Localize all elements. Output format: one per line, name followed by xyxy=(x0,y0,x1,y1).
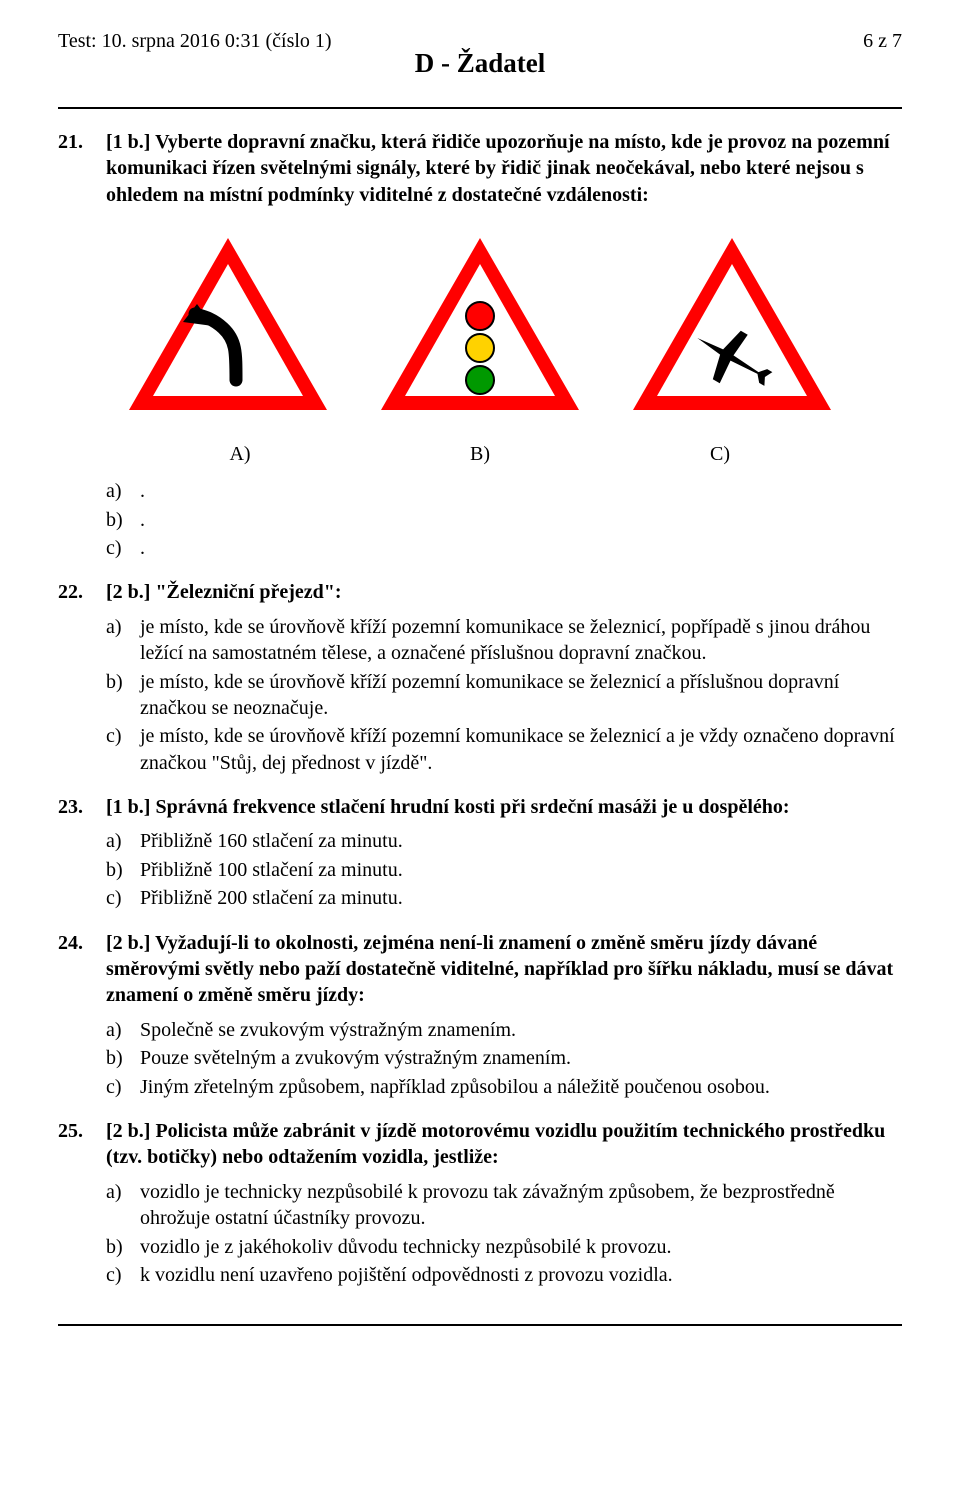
question-body: "Železniční přejezd": xyxy=(155,581,341,603)
answers-21: a) . b) . c) . xyxy=(58,478,902,561)
answer-letter: c) xyxy=(106,535,140,561)
answer-row: a) . xyxy=(106,478,902,504)
answer-row: c) . xyxy=(106,535,902,561)
answer-text: . xyxy=(140,535,902,561)
question-body: Policista může zabránit v jízdě motorové… xyxy=(106,1120,885,1168)
answer-row: c) Přibližně 200 stlačení za minutu. xyxy=(106,885,902,911)
sign-curve-left-icon xyxy=(118,232,338,417)
question-number: 25. xyxy=(58,1118,106,1144)
question-points: [1 b.] xyxy=(106,131,150,153)
answers-22: a) je místo, kde se úrovňově kříží pozem… xyxy=(58,614,902,776)
answer-letter: c) xyxy=(106,1262,140,1288)
question-head: 24. [2 b.] Vyžadují-li to okolnosti, zej… xyxy=(58,930,902,1009)
answer-text: Přibližně 100 stlačení za minutu. xyxy=(140,857,902,883)
sign-airplane-icon xyxy=(622,232,842,417)
answer-letter: a) xyxy=(106,614,140,640)
question-body: Vyberte dopravní značku, která řidiče up… xyxy=(106,131,890,206)
image-label-c: C) xyxy=(700,443,740,466)
answer-text: Jiným zřetelným způsobem, například způs… xyxy=(140,1074,902,1100)
answer-letter: a) xyxy=(106,1179,140,1205)
horizontal-rule-bottom xyxy=(58,1324,902,1326)
question-text: [1 b.] Vyberte dopravní značku, která ři… xyxy=(106,129,902,208)
answers-24: a) Společně se zvukovým výstražným zname… xyxy=(58,1017,902,1100)
image-labels: A) B) C) xyxy=(58,443,902,466)
answer-text: . xyxy=(140,507,902,533)
question-points: [2 b.] xyxy=(106,1120,150,1142)
question-24: 24. [2 b.] Vyžadují-li to okolnosti, zej… xyxy=(58,930,902,1100)
answer-row: b) Pouze světelným a zvukovým výstražným… xyxy=(106,1045,902,1071)
question-points: [2 b.] xyxy=(106,581,150,603)
answer-text: . xyxy=(140,478,902,504)
header-page-indicator: 6 z 7 xyxy=(863,28,902,54)
answer-row: a) Společně se zvukovým výstražným zname… xyxy=(106,1017,902,1043)
answer-row: c) Jiným zřetelným způsobem, například z… xyxy=(106,1074,902,1100)
question-body: Vyžadují-li to okolnosti, zejména není-l… xyxy=(106,932,893,1007)
answer-letter: a) xyxy=(106,828,140,854)
question-22: 22. [2 b.] "Železniční přejezd": a) je m… xyxy=(58,579,902,776)
question-head: 21. [1 b.] Vyberte dopravní značku, kter… xyxy=(58,129,902,208)
answer-text: Přibližně 160 stlačení za minutu. xyxy=(140,828,902,854)
horizontal-rule-top xyxy=(58,107,902,109)
answer-text: je místo, kde se úrovňově kříží pozemní … xyxy=(140,669,902,722)
answer-letter: c) xyxy=(106,1074,140,1100)
answer-text: Společně se zvukovým výstražným znamením… xyxy=(140,1017,902,1043)
answer-letter: c) xyxy=(106,885,140,911)
answer-letter: c) xyxy=(106,723,140,749)
question-head: 23. [1 b.] Správná frekvence stlačení hr… xyxy=(58,794,902,820)
answer-row: b) Přibližně 100 stlačení za minutu. xyxy=(106,857,902,883)
answer-row: b) vozidlo je z jakéhokoliv důvodu techn… xyxy=(106,1234,902,1260)
question-text: [2 b.] Policista může zabránit v jízdě m… xyxy=(106,1118,902,1171)
answer-text: vozidlo je technicky nezpůsobilé k provo… xyxy=(140,1179,902,1232)
question-points: [1 b.] xyxy=(106,796,150,818)
question-number: 22. xyxy=(58,579,106,605)
question-text: [1 b.] Správná frekvence stlačení hrudní… xyxy=(106,794,902,820)
answer-text: vozidlo je z jakéhokoliv důvodu technick… xyxy=(140,1234,902,1260)
question-number: 23. xyxy=(58,794,106,820)
answer-letter: b) xyxy=(106,507,140,533)
answer-letter: b) xyxy=(106,669,140,695)
sign-traffic-lights-icon xyxy=(370,232,590,417)
question-number: 24. xyxy=(58,930,106,956)
answer-text: Přibližně 200 stlačení za minutu. xyxy=(140,885,902,911)
answer-text: Pouze světelným a zvukovým výstražným zn… xyxy=(140,1045,902,1071)
answer-letter: a) xyxy=(106,1017,140,1043)
page: Test: 10. srpna 2016 0:31 (číslo 1) 6 z … xyxy=(0,0,960,1495)
question-head: 25. [2 b.] Policista může zabránit v jíz… xyxy=(58,1118,902,1171)
answer-letter: a) xyxy=(106,478,140,504)
question-images xyxy=(58,232,902,417)
image-label-b: B) xyxy=(460,443,500,466)
question-body: Správná frekvence stlačení hrudní kosti … xyxy=(155,796,789,818)
question-number: 21. xyxy=(58,129,106,155)
answer-row: b) . xyxy=(106,507,902,533)
answers-23: a) Přibližně 160 stlačení za minutu. b) … xyxy=(58,828,902,911)
answers-25: a) vozidlo je technicky nezpůsobilé k pr… xyxy=(58,1179,902,1289)
answer-row: b) je místo, kde se úrovňově kříží pozem… xyxy=(106,669,902,722)
question-21: 21. [1 b.] Vyberte dopravní značku, kter… xyxy=(58,129,902,561)
answer-text: k vozidlu není uzavřeno pojištění odpově… xyxy=(140,1262,902,1288)
answer-row: c) je místo, kde se úrovňově kříží pozem… xyxy=(106,723,902,776)
question-25: 25. [2 b.] Policista může zabránit v jíz… xyxy=(58,1118,902,1288)
question-23: 23. [1 b.] Správná frekvence stlačení hr… xyxy=(58,794,902,912)
answer-letter: b) xyxy=(106,1045,140,1071)
question-text: [2 b.] "Železniční přejezd": xyxy=(106,579,902,605)
question-text: [2 b.] Vyžadují-li to okolnosti, zejména… xyxy=(106,930,902,1009)
question-head: 22. [2 b.] "Železniční přejezd": xyxy=(58,579,902,605)
answer-row: a) vozidlo je technicky nezpůsobilé k pr… xyxy=(106,1179,902,1232)
answer-row: a) je místo, kde se úrovňově kříží pozem… xyxy=(106,614,902,667)
image-label-a: A) xyxy=(220,443,260,466)
answer-letter: b) xyxy=(106,1234,140,1260)
answer-text: je místo, kde se úrovňově kříží pozemní … xyxy=(140,614,902,667)
header-left: Test: 10. srpna 2016 0:31 (číslo 1) xyxy=(58,28,332,54)
answer-row: c) k vozidlu není uzavřeno pojištění odp… xyxy=(106,1262,902,1288)
answer-row: a) Přibližně 160 stlačení za minutu. xyxy=(106,828,902,854)
question-points: [2 b.] xyxy=(106,932,150,954)
answer-text: je místo, kde se úrovňově kříží pozemní … xyxy=(140,723,902,776)
answer-letter: b) xyxy=(106,857,140,883)
